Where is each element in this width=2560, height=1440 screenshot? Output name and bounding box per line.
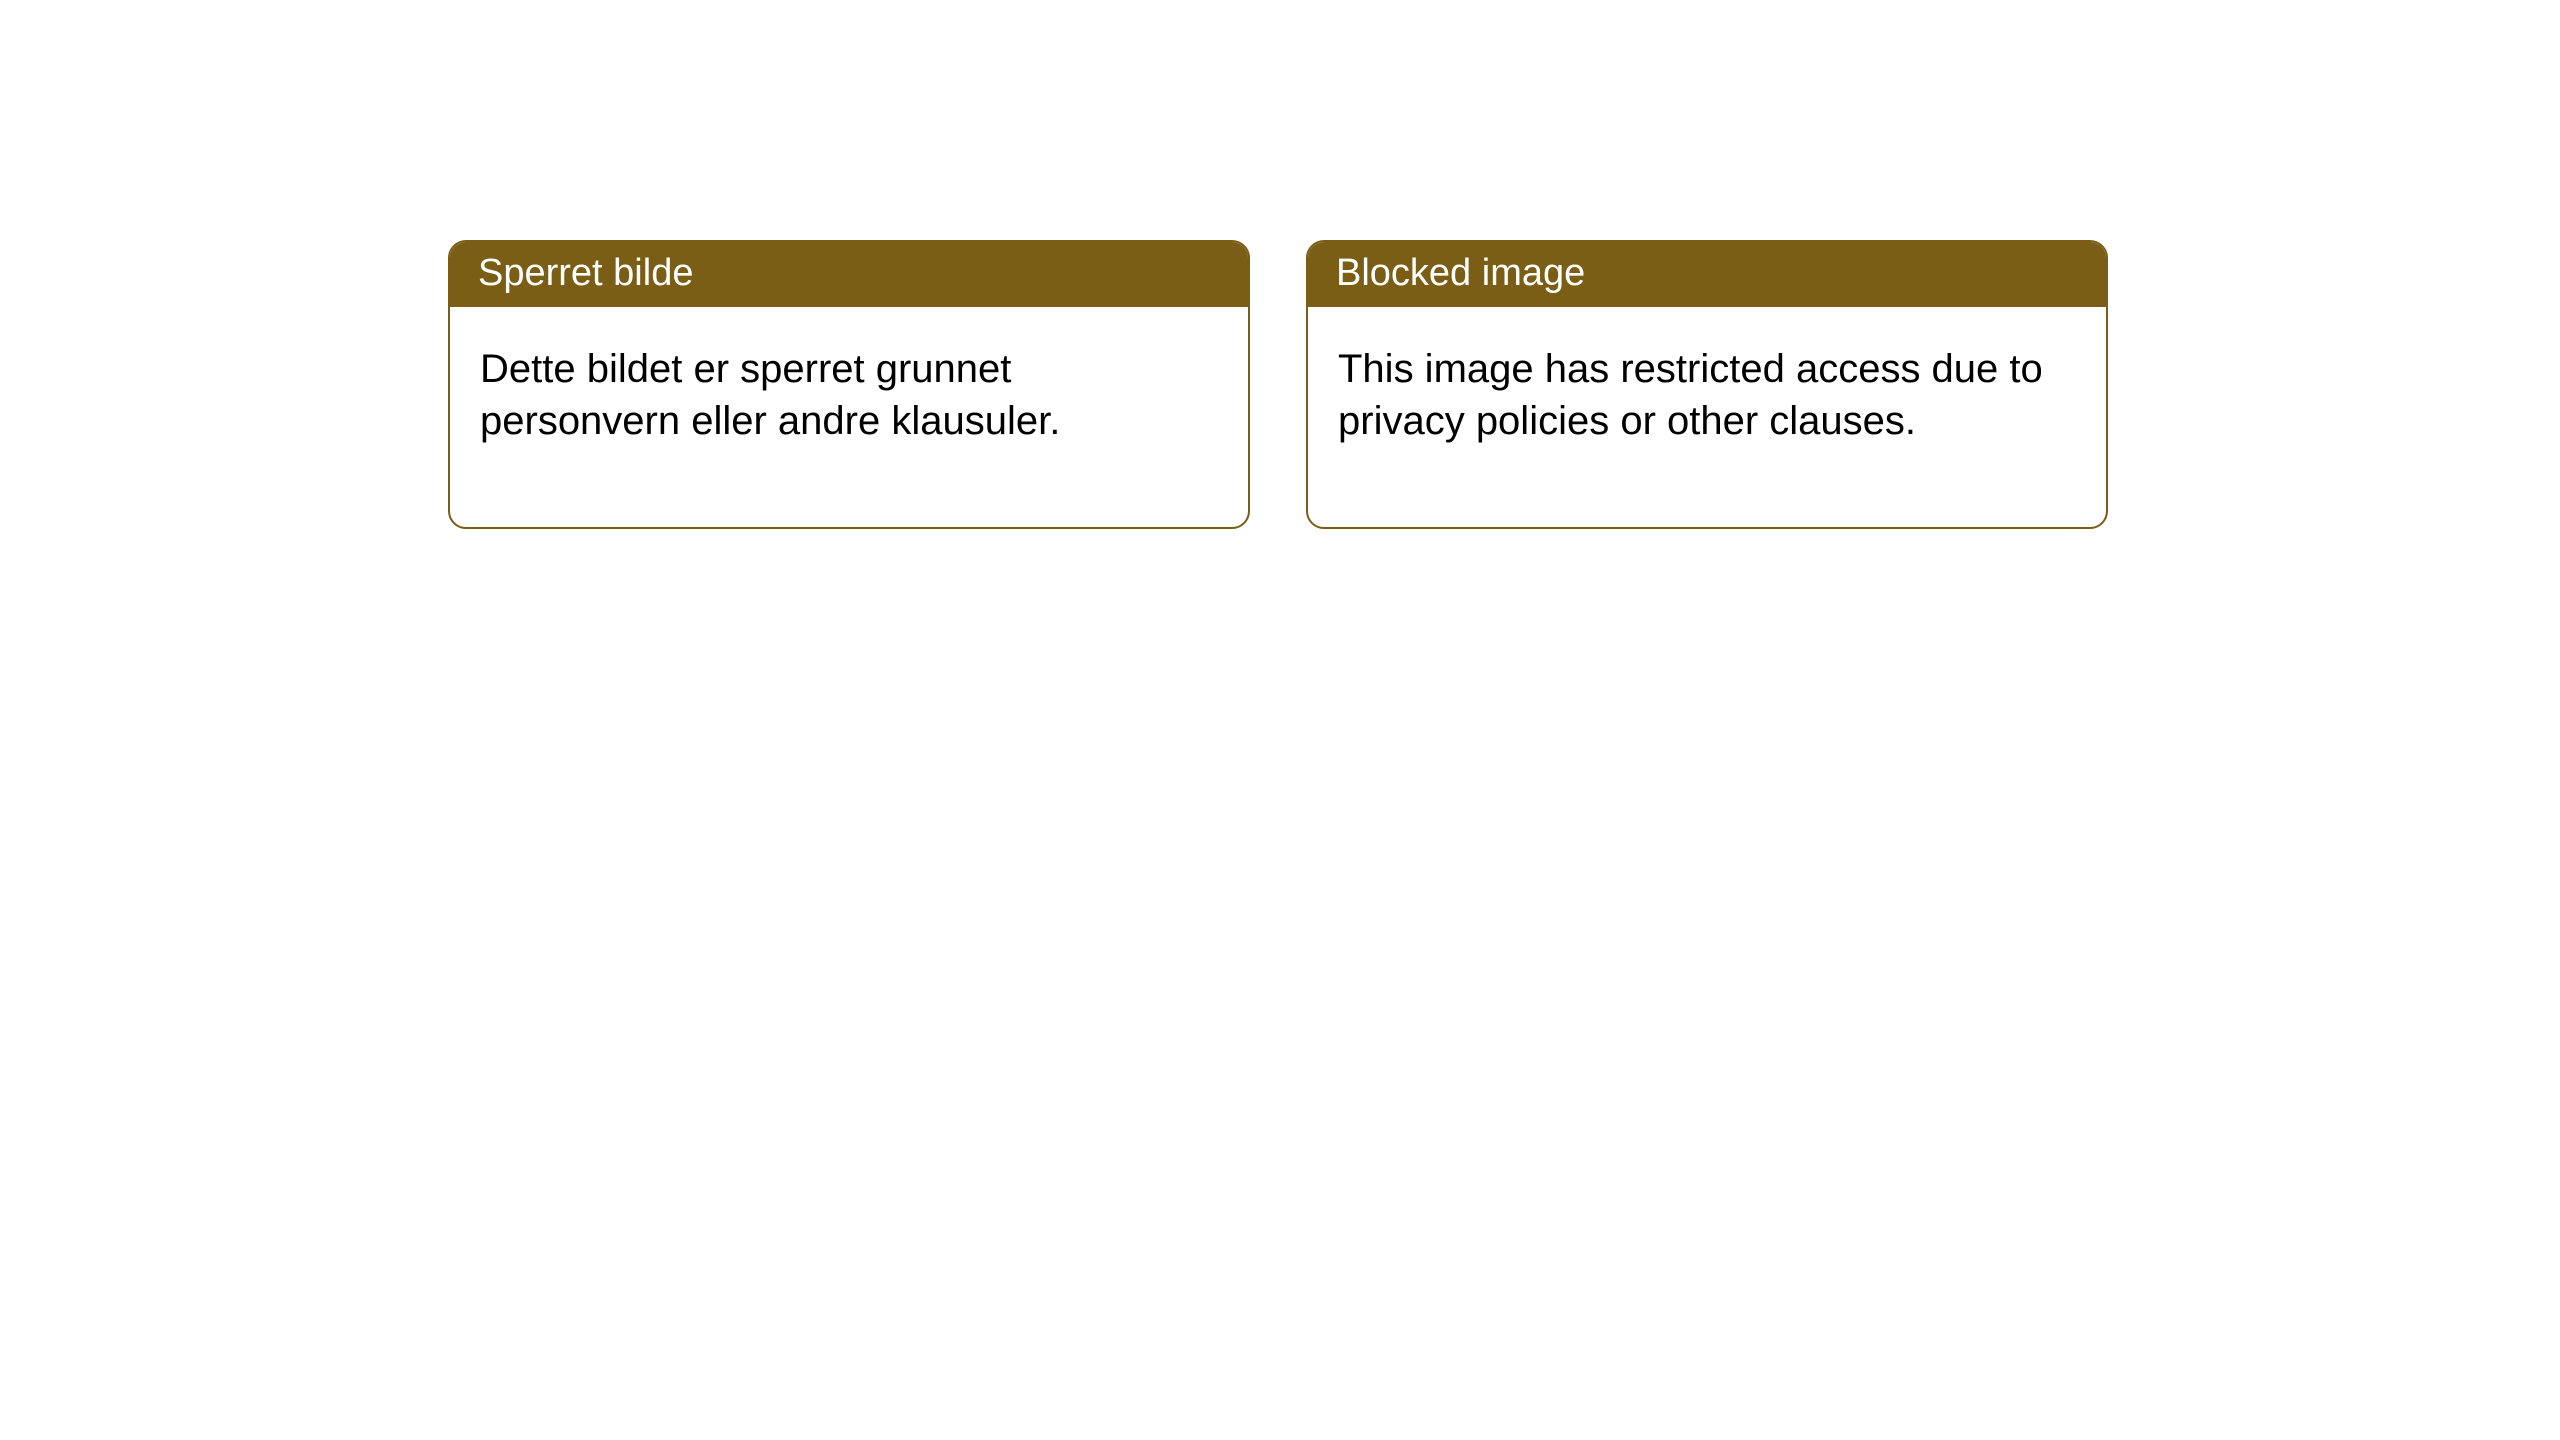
notice-body: Dette bildet er sperret grunnet personve…	[450, 307, 1248, 527]
notice-header: Sperret bilde	[450, 242, 1248, 307]
notice-message: Dette bildet er sperret grunnet personve…	[480, 347, 1060, 443]
notice-card-english: Blocked image This image has restricted …	[1306, 240, 2108, 529]
notice-container: Sperret bilde Dette bildet er sperret gr…	[0, 0, 2560, 529]
notice-card-norwegian: Sperret bilde Dette bildet er sperret gr…	[448, 240, 1250, 529]
notice-body: This image has restricted access due to …	[1308, 307, 2106, 527]
notice-title: Sperret bilde	[478, 252, 693, 294]
notice-title: Blocked image	[1336, 252, 1585, 294]
notice-message: This image has restricted access due to …	[1338, 347, 2043, 443]
notice-header: Blocked image	[1308, 242, 2106, 307]
